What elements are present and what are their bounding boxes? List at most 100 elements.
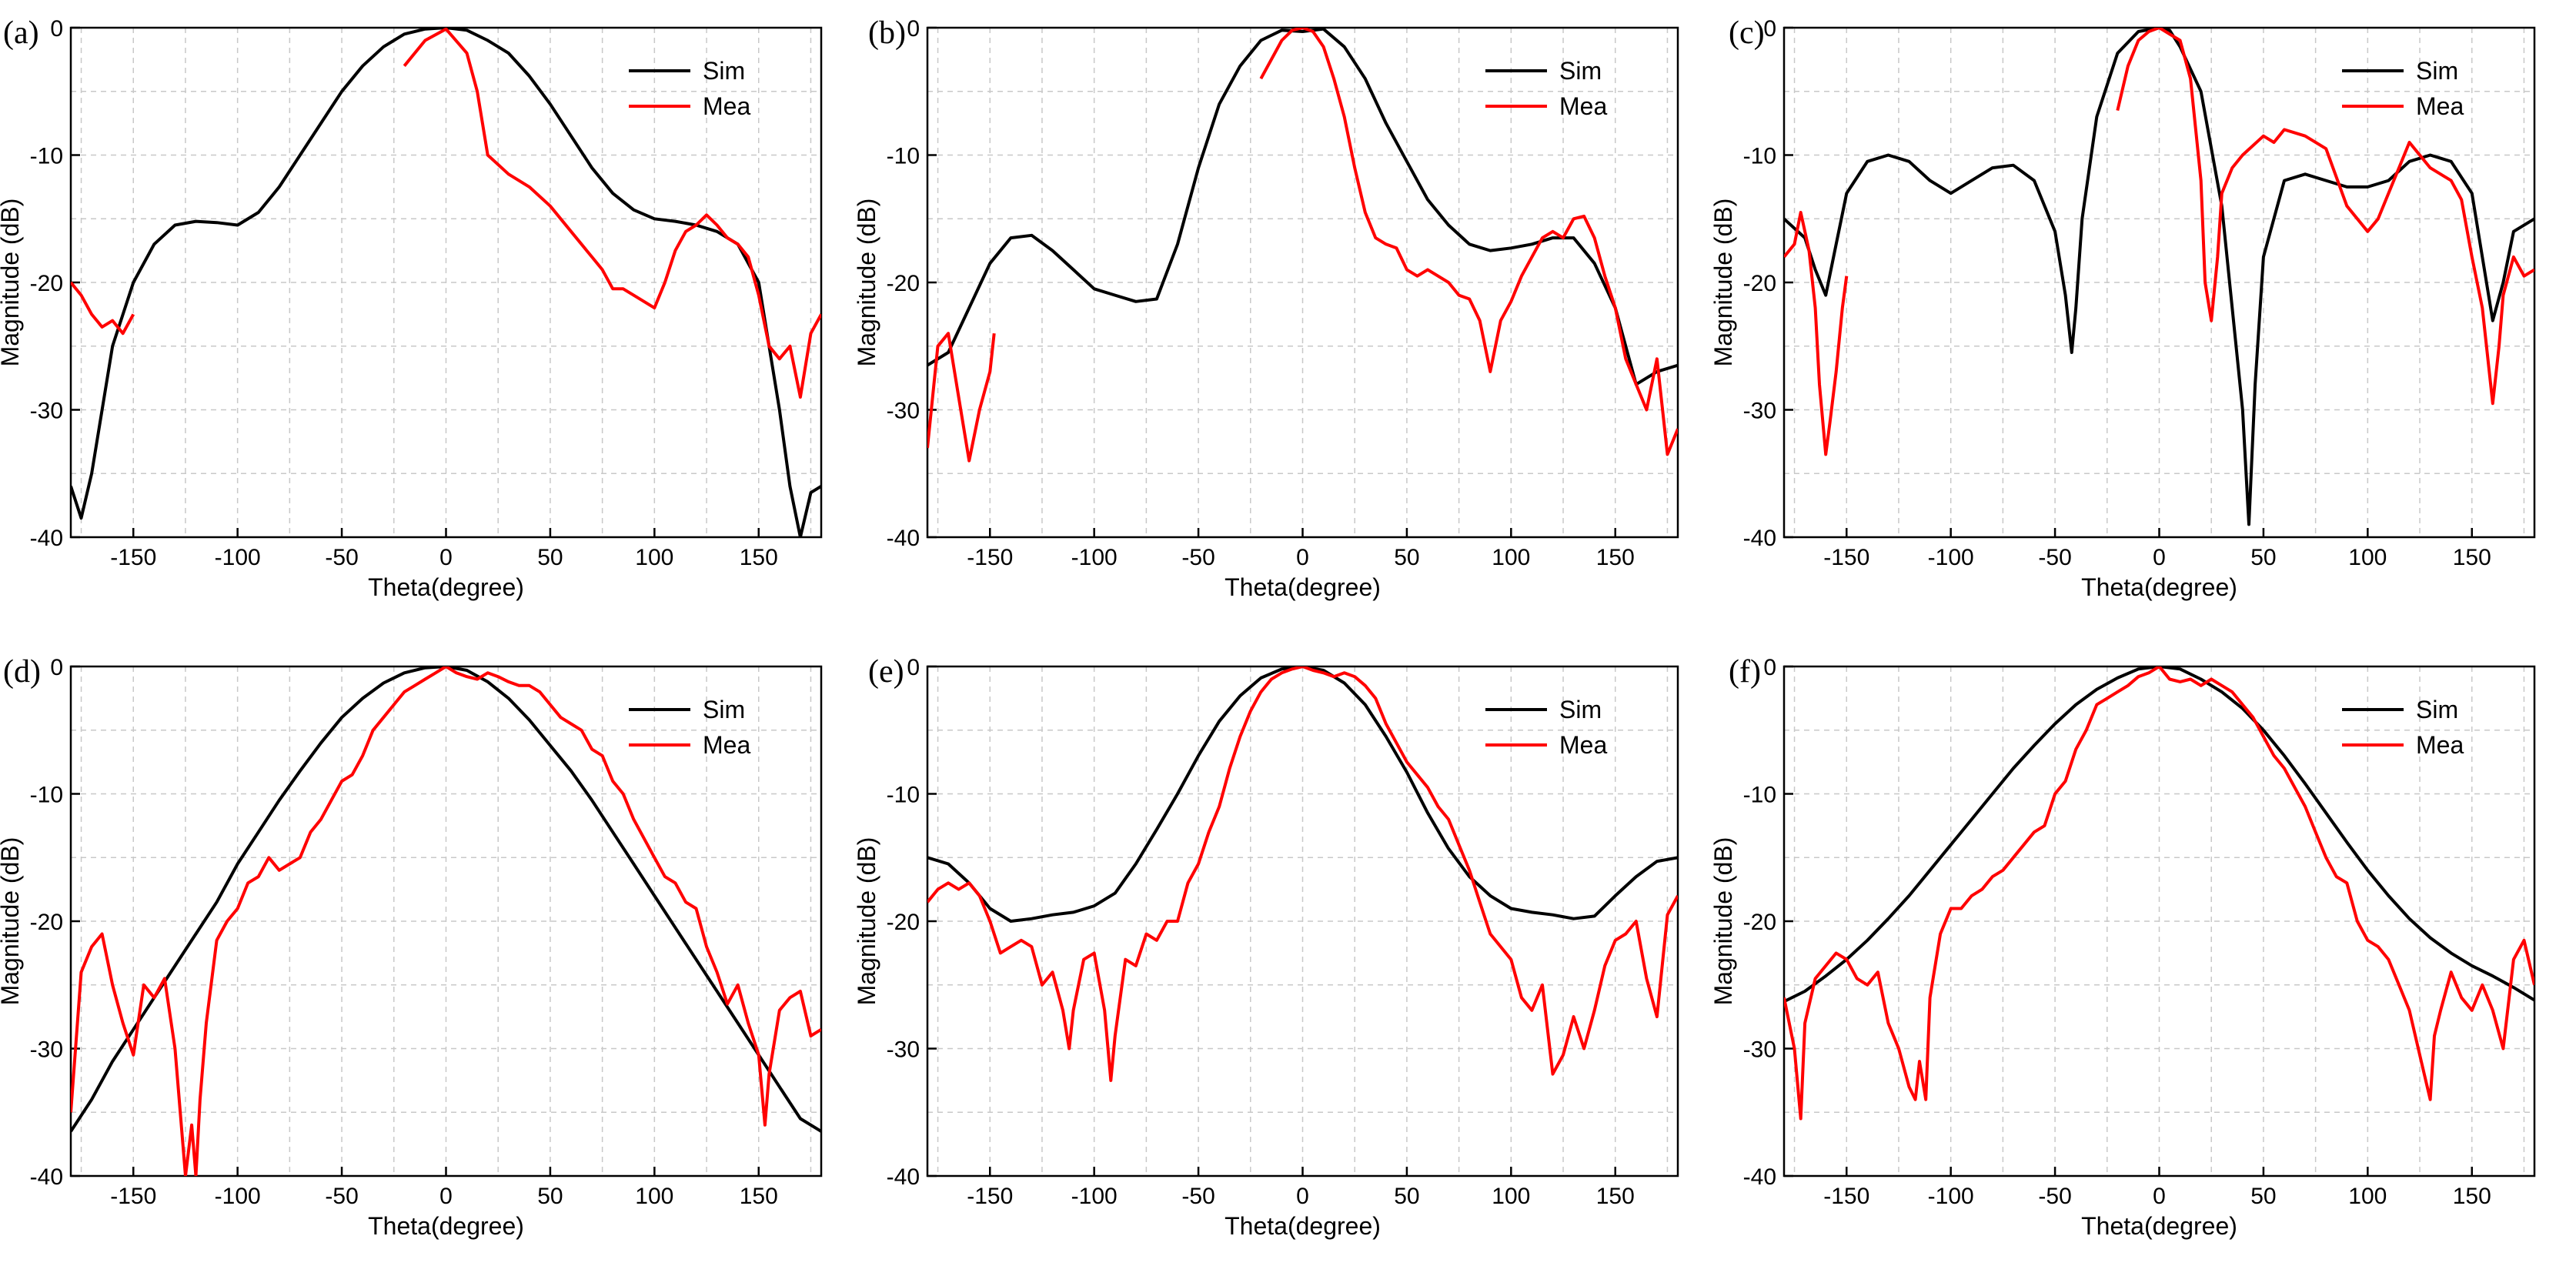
series-line-sim bbox=[1784, 28, 2534, 526]
x-tick-label: 150 bbox=[740, 545, 778, 570]
series-line-mea bbox=[1784, 666, 2534, 1121]
series-line-mea bbox=[403, 28, 821, 399]
y-tick-label: -10 bbox=[887, 144, 920, 169]
panel-label: (b) bbox=[868, 15, 906, 51]
y-tick-label: -30 bbox=[887, 399, 920, 424]
x-axis-title: Theta(degree) bbox=[368, 1212, 524, 1240]
y-axis-title: Magnitude (dB) bbox=[1709, 199, 1737, 367]
series-line-mea bbox=[927, 666, 1678, 1082]
y-tick-label: -20 bbox=[30, 271, 63, 296]
x-tick-label: -150 bbox=[110, 1184, 156, 1209]
x-tick-label: -50 bbox=[1181, 545, 1214, 570]
x-axis-title: Theta(degree) bbox=[1225, 1212, 1381, 1240]
x-tick-label: 100 bbox=[635, 1184, 673, 1209]
x-tick-label: -150 bbox=[1823, 545, 1869, 570]
legend-label-sim: Sim bbox=[703, 57, 745, 85]
legend-label-sim: Sim bbox=[703, 696, 745, 723]
x-tick-label: -100 bbox=[215, 545, 261, 570]
series-line-sim bbox=[927, 28, 1678, 386]
legend-label-mea: Mea bbox=[2416, 92, 2464, 120]
y-tick-label: -40 bbox=[30, 1164, 63, 1190]
y-tick-label: -20 bbox=[1743, 910, 1776, 935]
legend-label-mea: Mea bbox=[703, 92, 750, 120]
series-line-mea bbox=[71, 281, 135, 336]
x-tick-label: -100 bbox=[1071, 545, 1118, 570]
y-tick-label: -10 bbox=[30, 144, 63, 169]
series-line-mea bbox=[1784, 211, 1849, 456]
x-tick-label: 100 bbox=[1492, 1184, 1530, 1209]
chart-panel-6: (f) -150 -100 -50 0 50 100 150 0 -10 -20 -30 -40 Thet… bbox=[1709, 654, 2536, 1240]
y-axis-title: Magnitude (dB) bbox=[0, 199, 24, 367]
legend-label-mea: Mea bbox=[1559, 92, 1607, 120]
y-tick-label: -30 bbox=[1743, 1037, 1776, 1063]
y-tick-label: -30 bbox=[1743, 399, 1776, 424]
y-tick-label: -10 bbox=[887, 783, 920, 808]
x-tick-label: 50 bbox=[2250, 1184, 2276, 1209]
x-tick-label: 150 bbox=[1596, 545, 1635, 570]
x-axis-title: Theta(degree) bbox=[2081, 573, 2237, 601]
x-tick-label: -50 bbox=[325, 545, 358, 570]
x-tick-label: 50 bbox=[1394, 545, 1419, 570]
y-tick-label: -40 bbox=[1743, 526, 1776, 551]
legend-label-sim: Sim bbox=[1559, 57, 1602, 85]
y-tick-label: -10 bbox=[1743, 144, 1776, 169]
y-axis-title: Magnitude (dB) bbox=[1709, 837, 1737, 1006]
y-axis-title: Magnitude (dB) bbox=[853, 837, 880, 1006]
series-line-sim bbox=[71, 666, 821, 1133]
panel-label: (f) bbox=[1729, 654, 1761, 690]
x-tick-label: -150 bbox=[967, 1184, 1013, 1209]
x-tick-label: 100 bbox=[2348, 1184, 2387, 1209]
x-tick-label: 0 bbox=[1296, 1184, 1309, 1209]
y-tick-label: -20 bbox=[1743, 271, 1776, 296]
x-tick-label: -50 bbox=[325, 1184, 358, 1209]
x-tick-label: 150 bbox=[740, 1184, 778, 1209]
chart-panel-3: (c) -150 -100 -50 0 50 100 150 0 -10 -20 -30 -40 Thet… bbox=[1709, 15, 2536, 601]
series-line-mea bbox=[71, 666, 821, 1176]
x-tick-label: 50 bbox=[2250, 545, 2276, 570]
y-tick-label: -30 bbox=[30, 1037, 63, 1063]
y-tick-label: 0 bbox=[907, 655, 920, 680]
x-tick-label: 150 bbox=[1596, 1184, 1635, 1209]
y-tick-label: -20 bbox=[30, 910, 63, 935]
x-axis-title: Theta(degree) bbox=[368, 573, 524, 601]
y-tick-label: -40 bbox=[887, 526, 920, 551]
x-tick-label: -50 bbox=[2038, 545, 2071, 570]
panel-label: (c) bbox=[1729, 15, 1765, 51]
series-line-sim bbox=[1784, 666, 2534, 1004]
x-tick-label: -150 bbox=[110, 545, 156, 570]
y-tick-label: 0 bbox=[50, 16, 63, 42]
y-tick-label: -10 bbox=[30, 783, 63, 808]
x-tick-label: -100 bbox=[1928, 545, 1974, 570]
panel-label: (a) bbox=[3, 15, 39, 51]
x-tick-label: 0 bbox=[2153, 545, 2166, 570]
y-tick-label: 0 bbox=[1763, 16, 1776, 42]
y-tick-label: -20 bbox=[887, 910, 920, 935]
legend-label-sim: Sim bbox=[2416, 696, 2458, 723]
x-tick-label: 150 bbox=[2453, 1184, 2491, 1209]
y-tick-label: 0 bbox=[50, 655, 63, 680]
series-line-mea bbox=[927, 332, 996, 463]
series-line-sim bbox=[927, 666, 1678, 923]
y-tick-label: -40 bbox=[30, 526, 63, 551]
x-tick-label: 50 bbox=[537, 1184, 563, 1209]
x-tick-label: -100 bbox=[1928, 1184, 1974, 1209]
y-tick-label: 0 bbox=[907, 16, 920, 42]
x-tick-label: -150 bbox=[1823, 1184, 1869, 1209]
x-tick-label: 0 bbox=[2153, 1184, 2166, 1209]
x-tick-label: 150 bbox=[2453, 545, 2491, 570]
legend-label-sim: Sim bbox=[1559, 696, 1602, 723]
x-tick-label: 0 bbox=[439, 545, 453, 570]
y-axis-title: Magnitude (dB) bbox=[853, 199, 880, 367]
x-tick-label: 0 bbox=[1296, 545, 1309, 570]
x-tick-label: 0 bbox=[439, 1184, 453, 1209]
legend-label-mea: Mea bbox=[2416, 731, 2464, 759]
y-tick-label: -10 bbox=[1743, 783, 1776, 808]
x-tick-label: -100 bbox=[1071, 1184, 1118, 1209]
x-tick-label: -150 bbox=[967, 545, 1013, 570]
panel-label: (e) bbox=[868, 654, 904, 690]
chart-panel-4: (d) -150 -100 -50 0 50 100 150 0 -10 -20 -30 -40 Thet… bbox=[0, 654, 823, 1240]
y-tick-label: -20 bbox=[887, 271, 920, 296]
x-axis-title: Theta(degree) bbox=[1225, 573, 1381, 601]
x-tick-label: 100 bbox=[1492, 545, 1530, 570]
